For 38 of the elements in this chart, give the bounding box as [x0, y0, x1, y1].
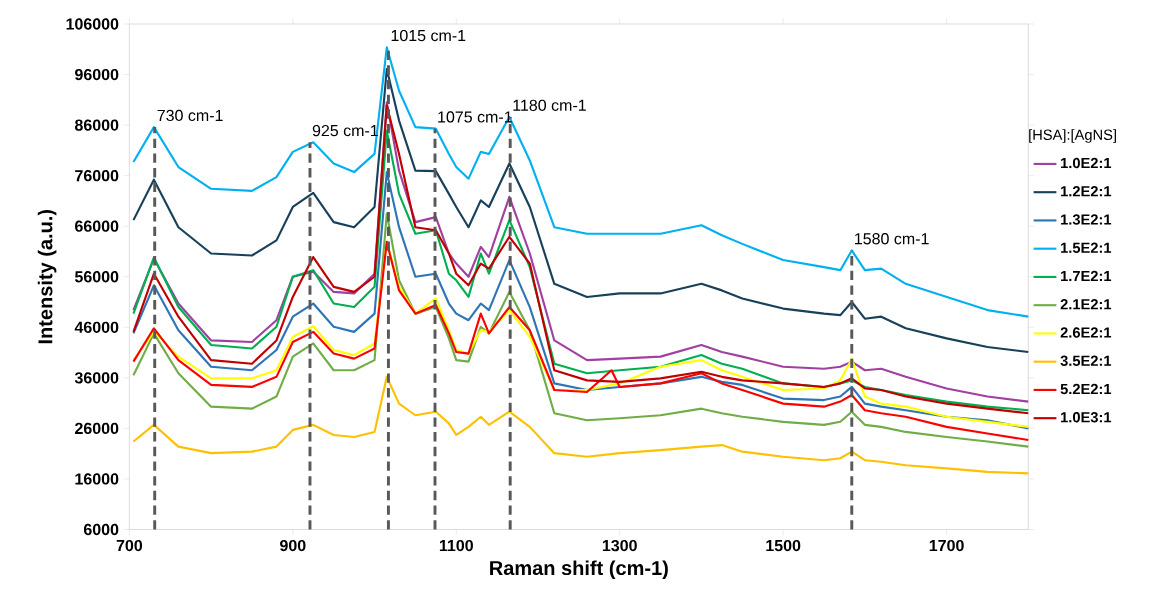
ref-line-label: 1075 cm-1: [438, 111, 512, 123]
y-tick-label: 96000: [75, 68, 119, 81]
line-series: [132, 170, 1030, 430]
y-tick-label: 106000: [66, 18, 119, 30]
y-tick-label: 56000: [74, 271, 119, 283]
legend-label: 3.5E2:1: [1060, 355, 1112, 366]
x-tick-label: 1700: [929, 539, 964, 552]
y-tick-label: 26000: [75, 422, 119, 434]
x-tick-label: 900: [280, 539, 306, 552]
y-tick-label: 16000: [75, 473, 119, 485]
legend-label: 5.2E2:1: [1060, 383, 1112, 395]
legend-label: 1.3E2:1: [1061, 214, 1112, 225]
y-tick-label: 6000: [83, 523, 119, 536]
x-tick-label: 700: [116, 539, 143, 552]
x-tick-label: 1300: [602, 539, 637, 552]
legend-label: 1.0E2:1: [1061, 157, 1112, 169]
legend-label: 2.1E2:1: [1060, 299, 1112, 310]
y-tick-label: 86000: [74, 119, 119, 131]
legend-label: 1.2E2:1: [1061, 186, 1112, 197]
y-axis-title: Intensity (a.u.): [37, 209, 57, 344]
y-tick-label: 66000: [75, 220, 119, 232]
y-tick-label: 36000: [74, 372, 119, 384]
legend-label: 1.7E2:1: [1061, 270, 1112, 281]
x-tick-label: 1100: [439, 539, 473, 552]
x-tick-label: 1500: [766, 539, 801, 552]
ref-line-label: 1580 cm-1: [855, 233, 929, 245]
legend-label: 1.0E3:1: [1061, 412, 1112, 423]
x-axis-title: Raman shift (cm-1): [490, 560, 668, 579]
y-tick-label: 46000: [74, 321, 119, 333]
ref-line-label: 730 cm-1: [157, 109, 223, 121]
ref-line-label: 1180 cm-1: [513, 99, 586, 111]
line-series: [132, 67, 1030, 354]
line-series: [132, 375, 1030, 475]
ref-line-label: 1015 cm-1: [391, 29, 466, 42]
y-tick-label: 76000: [75, 169, 119, 182]
legend-title: [HSA]:[AgNS]: [1029, 129, 1116, 143]
legend-label: 2.6E2:1: [1060, 327, 1112, 338]
legend-label: 1.5E2:1: [1061, 242, 1112, 253]
